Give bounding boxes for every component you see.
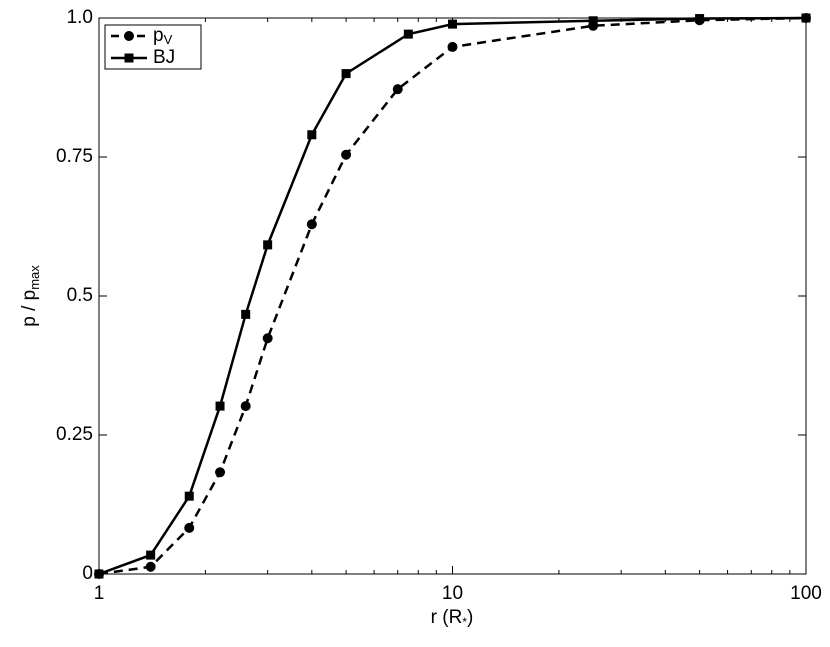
point bbox=[695, 14, 705, 24]
point bbox=[341, 69, 351, 79]
legend-marker bbox=[124, 53, 134, 63]
point bbox=[215, 467, 226, 478]
point bbox=[448, 19, 457, 29]
point bbox=[392, 84, 403, 95]
series-line bbox=[98, 16, 807, 576]
legend-text: BJ bbox=[153, 47, 175, 68]
point bbox=[262, 333, 273, 344]
point bbox=[341, 149, 352, 160]
legend-label: pV bbox=[153, 25, 173, 47]
legend-marker bbox=[124, 31, 134, 41]
point bbox=[263, 240, 273, 250]
legend-subscript: V bbox=[164, 32, 173, 47]
x-tick-label: 100 bbox=[790, 583, 822, 604]
x-tick-label: 1 bbox=[94, 583, 105, 604]
y-axis-label: p / pmax bbox=[19, 265, 42, 327]
point bbox=[94, 569, 104, 579]
y-tick-label: 1.0 bbox=[67, 7, 93, 28]
point bbox=[447, 41, 458, 52]
series-line bbox=[98, 16, 807, 576]
legend-label: BJ bbox=[153, 47, 175, 68]
y-tick-label: 0.25 bbox=[56, 424, 93, 445]
legend-text: p bbox=[153, 25, 164, 46]
y-tick-label: 0.75 bbox=[56, 146, 93, 167]
legend-box bbox=[104, 24, 202, 70]
point bbox=[241, 309, 251, 319]
point bbox=[184, 522, 195, 533]
plot-frame bbox=[98, 17, 807, 575]
point bbox=[588, 16, 598, 26]
point bbox=[240, 401, 251, 412]
x-tick-label: 10 bbox=[442, 583, 463, 604]
point bbox=[145, 561, 156, 572]
point bbox=[184, 491, 194, 501]
y-tick-label: 0.5 bbox=[67, 285, 93, 306]
y-tick-label: 0 bbox=[82, 563, 93, 584]
point bbox=[307, 130, 317, 140]
point bbox=[403, 29, 413, 39]
x-axis-label: r (R*) bbox=[431, 607, 474, 629]
point bbox=[306, 219, 317, 230]
point bbox=[801, 13, 811, 23]
point bbox=[215, 401, 225, 411]
point bbox=[146, 550, 156, 560]
